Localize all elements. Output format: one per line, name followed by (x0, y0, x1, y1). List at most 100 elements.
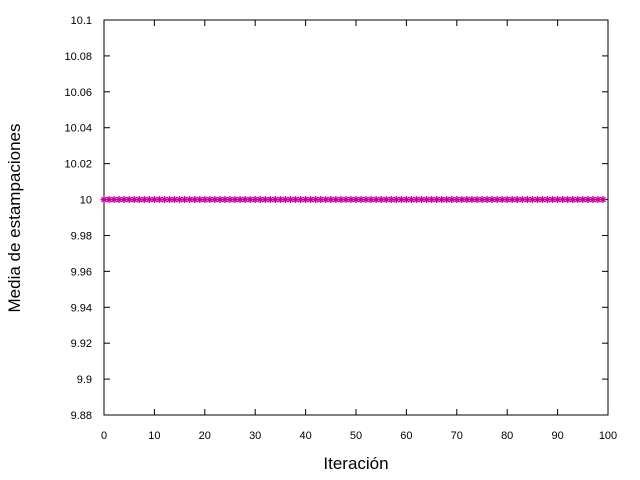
data-point (579, 196, 587, 204)
data-point (110, 196, 118, 204)
data-point (201, 196, 209, 204)
data-point (322, 196, 330, 204)
data-point (448, 196, 456, 204)
y-tick-label: 10.02 (64, 159, 92, 171)
x-tick-labels: 0 10 20 30 40 50 60 70 80 90 100 (101, 430, 617, 442)
data-point (342, 196, 350, 204)
x-tick-label: 30 (249, 430, 261, 442)
data-point (508, 196, 516, 204)
x-tick-label: 60 (400, 430, 412, 442)
data-point (412, 196, 420, 204)
data-point (196, 196, 204, 204)
data-point (589, 196, 597, 204)
data-point (584, 196, 592, 204)
data-point (407, 196, 415, 204)
data-point (276, 196, 284, 204)
data-point (211, 196, 219, 204)
data-point (246, 196, 254, 204)
y-tick-label: 9.94 (71, 302, 92, 314)
data-point (488, 196, 496, 204)
y-tick-label: 9.96 (71, 266, 92, 278)
data-point (473, 196, 481, 204)
data-point (418, 196, 426, 204)
data-point (443, 196, 451, 204)
y-tick-label: 9.92 (71, 338, 92, 350)
data-point (503, 196, 511, 204)
data-point (337, 196, 345, 204)
data-point (135, 196, 143, 204)
data-point (266, 196, 274, 204)
data-point (150, 196, 158, 204)
data-point (382, 196, 390, 204)
data-point (387, 196, 395, 204)
data-point (367, 196, 375, 204)
data-point (332, 196, 340, 204)
x-tick-label: 100 (599, 430, 617, 442)
data-point (458, 196, 466, 204)
data-point (281, 196, 289, 204)
data-point (105, 196, 113, 204)
data-point (468, 196, 476, 204)
data-points (100, 196, 607, 204)
x-tick-label: 80 (501, 430, 513, 442)
data-point (498, 196, 506, 204)
data-point (554, 196, 562, 204)
data-point (523, 196, 531, 204)
data-point (236, 196, 244, 204)
data-point (191, 196, 199, 204)
data-point (362, 196, 370, 204)
data-point (206, 196, 214, 204)
data-point (186, 196, 194, 204)
y-tick-label: 10.1 (71, 15, 92, 27)
data-point (402, 196, 410, 204)
data-point (438, 196, 446, 204)
data-point (140, 196, 148, 204)
data-point (528, 196, 536, 204)
data-point (533, 196, 541, 204)
plot-frame (103, 19, 609, 416)
data-point (347, 196, 355, 204)
data-point (261, 196, 269, 204)
data-point (463, 196, 471, 204)
data-point (271, 196, 279, 204)
data-point (392, 196, 400, 204)
data-point (397, 196, 405, 204)
data-point (302, 196, 310, 204)
x-tick-label: 0 (101, 430, 107, 442)
x-tick-label: 50 (350, 430, 362, 442)
y-tick-label: 9.9 (77, 374, 92, 386)
data-point (166, 196, 174, 204)
data-point (256, 196, 264, 204)
data-point (357, 196, 365, 204)
y-axis-title: Media de estampaciones (5, 123, 24, 312)
y-tick-label: 10.06 (64, 87, 92, 99)
y-tick-label: 10 (80, 195, 92, 207)
x-axis-title: Iteración (323, 454, 388, 473)
data-point (115, 196, 123, 204)
data-point (433, 196, 441, 204)
x-tick-label: 10 (148, 430, 160, 442)
data-point (327, 196, 335, 204)
data-point (125, 196, 133, 204)
data-point (478, 196, 486, 204)
data-point (312, 196, 320, 204)
data-point (181, 196, 189, 204)
data-point (120, 196, 128, 204)
data-point (599, 196, 607, 204)
data-point (251, 196, 259, 204)
data-point (569, 196, 577, 204)
data-point (160, 196, 168, 204)
tick-marks (103, 19, 609, 416)
data-point (453, 196, 461, 204)
y-tick-label: 9.98 (71, 230, 92, 242)
data-point (352, 196, 360, 204)
data-point (493, 196, 501, 204)
data-point (297, 196, 305, 204)
data-point (286, 196, 294, 204)
x-tick-label: 20 (199, 430, 211, 442)
y-tick-labels: 9.88 9.9 9.92 9.94 9.96 9.98 10 10.02 10.04 10.06… (64, 15, 92, 422)
data-point (594, 196, 602, 204)
data-point (155, 196, 163, 204)
data-point (176, 196, 184, 204)
